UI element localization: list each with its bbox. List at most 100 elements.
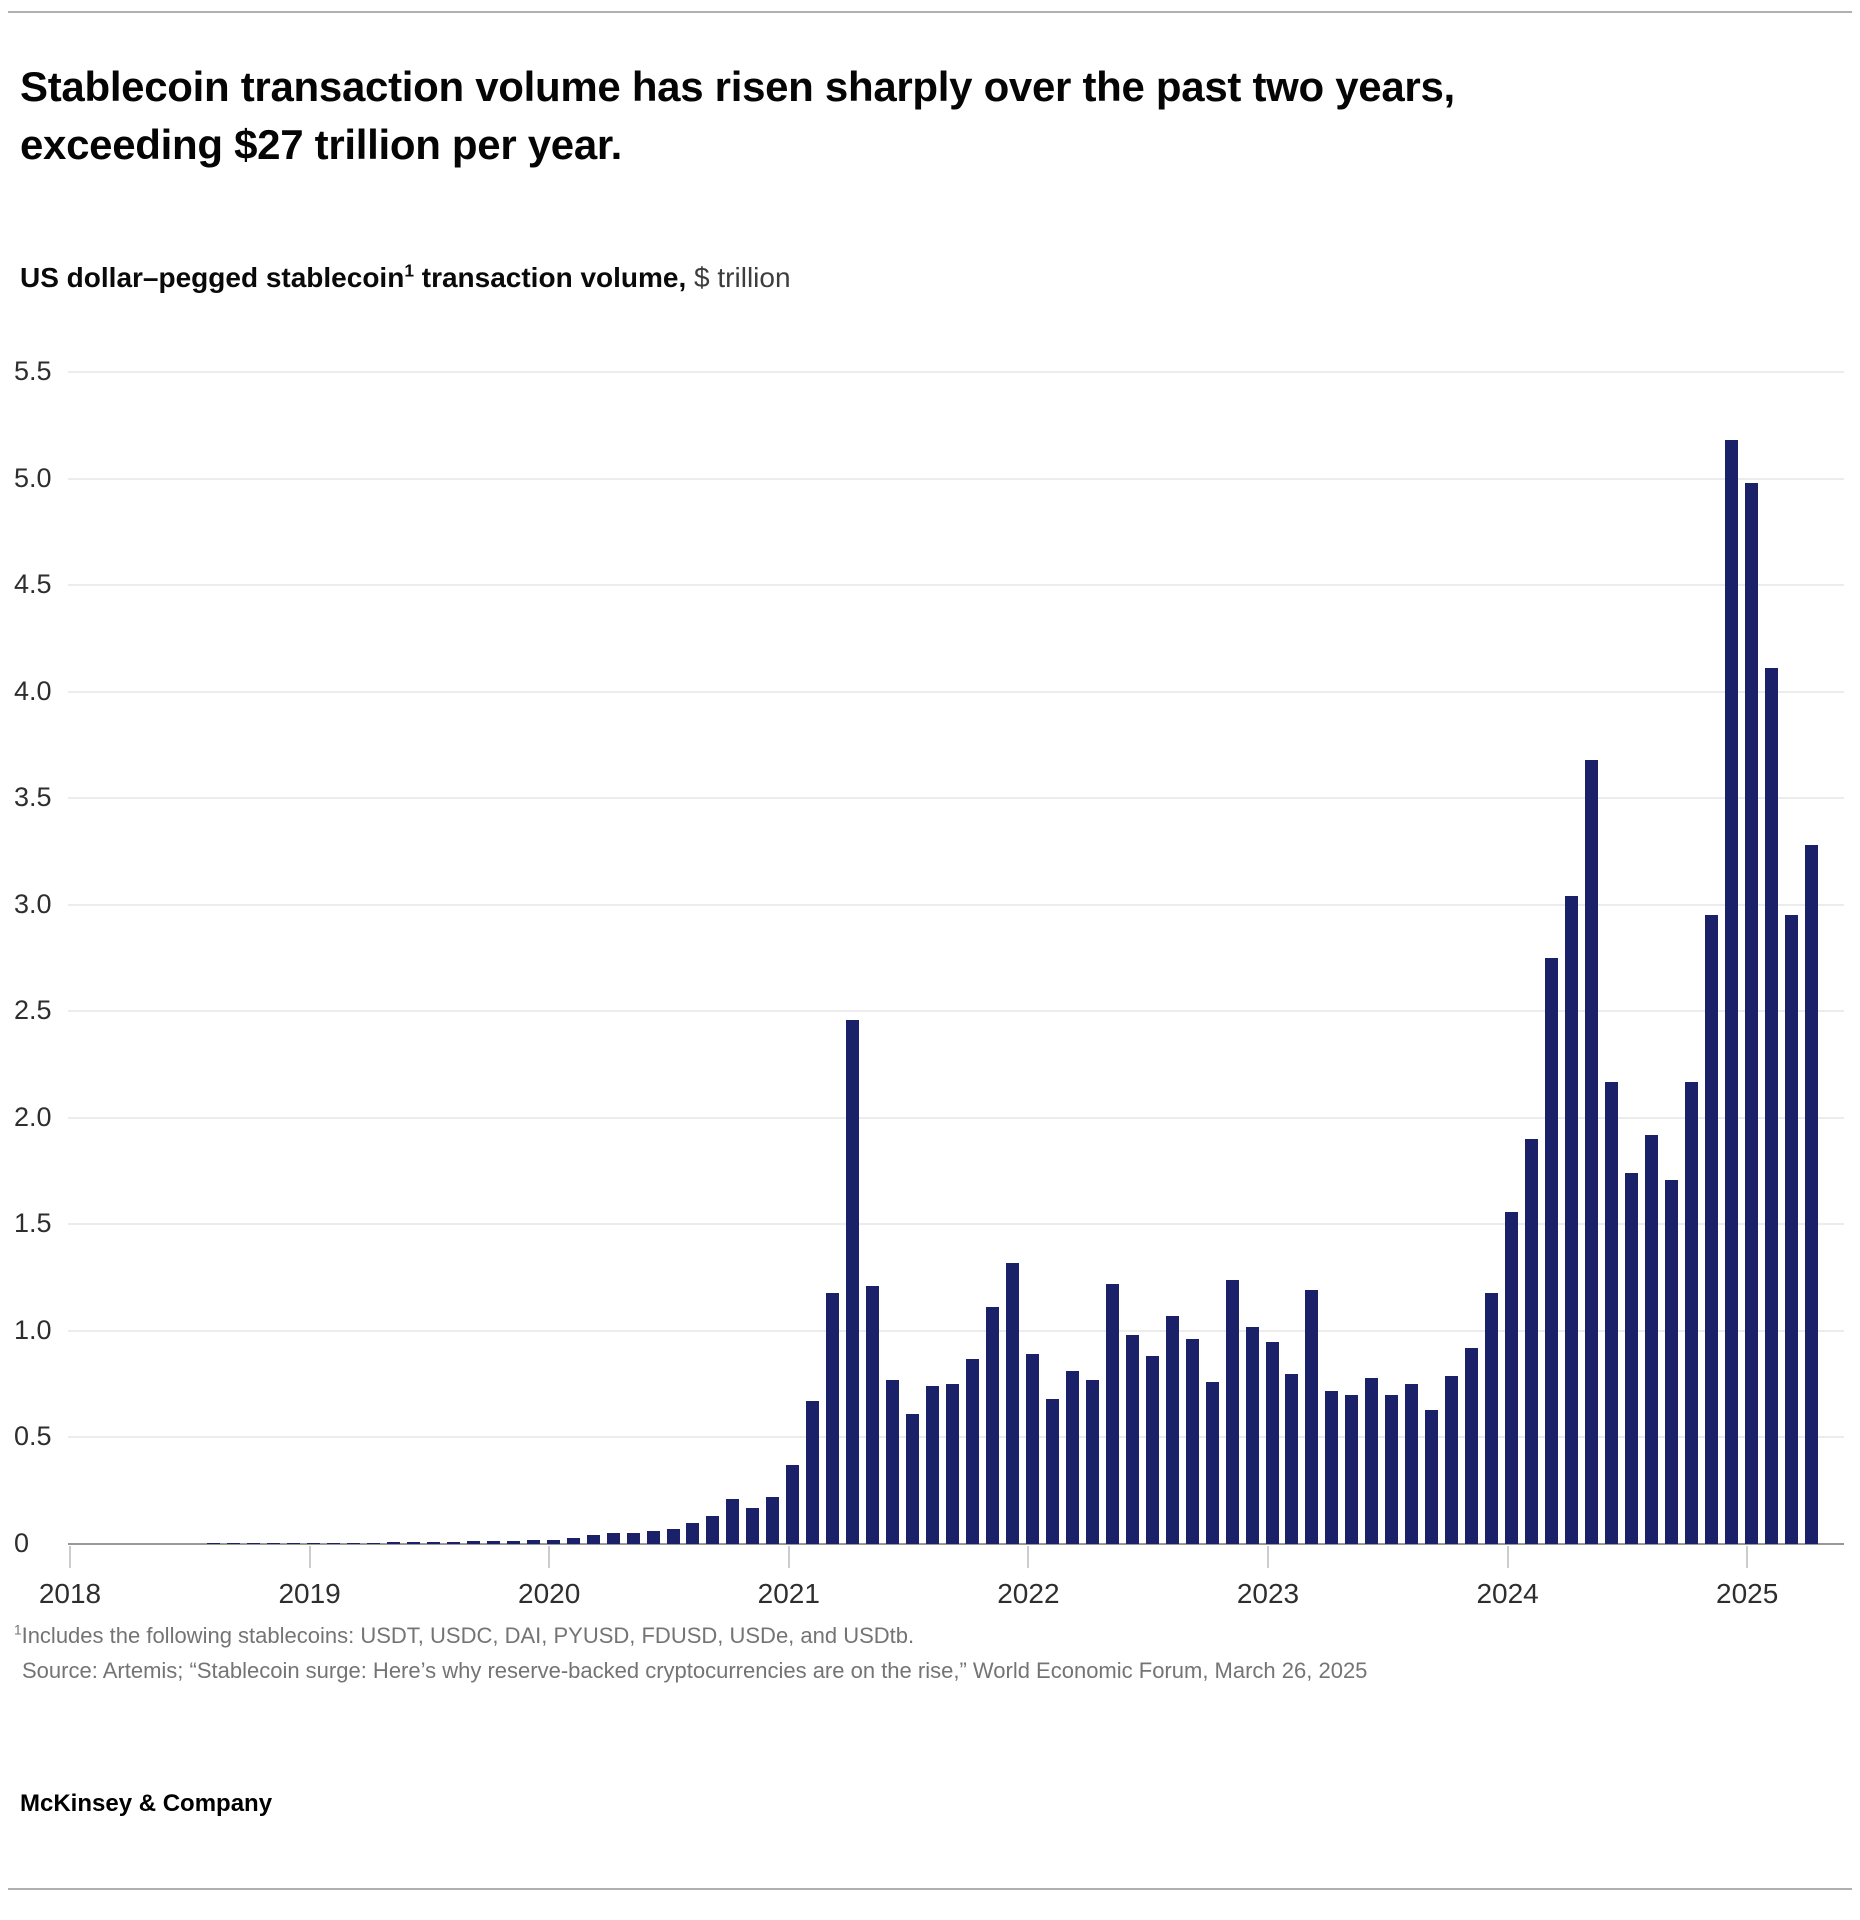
bar bbox=[1545, 958, 1559, 1544]
bar bbox=[1445, 1376, 1459, 1544]
bar bbox=[1285, 1374, 1299, 1544]
x-axis-year-label: 2018 bbox=[38, 1578, 102, 1609]
bar bbox=[786, 1465, 800, 1544]
bar bbox=[1085, 1380, 1099, 1544]
x-axis-tick bbox=[1746, 1546, 1749, 1568]
bar bbox=[1225, 1280, 1239, 1544]
bar bbox=[886, 1380, 900, 1544]
y-axis-tick-label: 3.0 bbox=[14, 888, 52, 919]
bar bbox=[426, 1542, 440, 1544]
chart-heading-bold: US dollar–pegged stablecoin bbox=[20, 262, 405, 293]
bar bbox=[1365, 1378, 1379, 1544]
bar bbox=[1604, 1082, 1618, 1544]
bar bbox=[1764, 668, 1778, 1544]
x-axis-tick bbox=[69, 1546, 71, 1568]
y-axis-tick-label: 0.5 bbox=[14, 1421, 52, 1452]
y-axis-tick-label: 4.5 bbox=[14, 569, 52, 600]
bar bbox=[1485, 1293, 1499, 1544]
bar bbox=[486, 1541, 500, 1544]
y-axis-tick-label: 4.0 bbox=[14, 675, 52, 706]
bar bbox=[1565, 896, 1578, 1544]
footnote-definition: 1Includes the following stablecoins: USD… bbox=[14, 1618, 1367, 1653]
y-axis-tick-label: 1.0 bbox=[14, 1314, 52, 1345]
bar bbox=[1325, 1391, 1339, 1544]
bar bbox=[1405, 1384, 1419, 1544]
page-title-line1: Stablecoin transaction volume has risen … bbox=[20, 63, 1455, 110]
bar bbox=[267, 1543, 281, 1544]
x-axis-baseline bbox=[68, 1543, 1844, 1545]
bar bbox=[1125, 1335, 1139, 1544]
bar bbox=[1624, 1173, 1638, 1544]
bar bbox=[1105, 1284, 1119, 1544]
footnotes: 1Includes the following stablecoins: USD… bbox=[14, 1618, 1367, 1688]
bar bbox=[906, 1414, 920, 1544]
bar bbox=[1465, 1348, 1479, 1544]
bar bbox=[566, 1538, 580, 1544]
bar bbox=[1704, 915, 1718, 1544]
bar bbox=[1525, 1139, 1539, 1544]
bottom-divider-rule bbox=[8, 1888, 1852, 1890]
bar bbox=[666, 1529, 680, 1544]
bar bbox=[1265, 1342, 1279, 1544]
bar bbox=[526, 1540, 540, 1544]
chart-heading-unit: $ trillion bbox=[686, 262, 791, 293]
bar bbox=[846, 1020, 860, 1544]
gridline bbox=[68, 1436, 1844, 1439]
bar bbox=[406, 1542, 420, 1544]
bar bbox=[386, 1542, 400, 1544]
bar bbox=[207, 1543, 221, 1544]
footnote-definition-text: Includes the following stablecoins: USDT… bbox=[21, 1623, 915, 1648]
x-axis-year-label: 2022 bbox=[997, 1578, 1060, 1609]
gridline bbox=[68, 584, 1844, 587]
x-axis-year-label: 2024 bbox=[1476, 1578, 1539, 1609]
bar bbox=[367, 1543, 380, 1544]
bar bbox=[646, 1531, 660, 1544]
bar bbox=[606, 1533, 620, 1544]
x-axis-year-label: 2025 bbox=[1716, 1578, 1779, 1609]
y-axis-tick-label: 0 bbox=[14, 1528, 30, 1558]
page-title-line2: exceeding $27 trillion per year. bbox=[20, 121, 623, 168]
bar bbox=[1205, 1382, 1219, 1544]
bar bbox=[866, 1286, 880, 1544]
top-divider-rule bbox=[8, 11, 1852, 13]
bar bbox=[1804, 845, 1818, 1544]
x-axis-tick bbox=[308, 1546, 311, 1568]
mckinsey-logo-text: McKinsey & Company bbox=[20, 1790, 273, 1817]
gridline bbox=[68, 477, 1844, 480]
gridline bbox=[68, 903, 1844, 906]
chart-heading-bold-post: transaction volume, bbox=[413, 262, 687, 293]
bar bbox=[926, 1386, 940, 1544]
bar bbox=[766, 1497, 780, 1544]
bar bbox=[1185, 1339, 1199, 1544]
bar bbox=[446, 1542, 460, 1544]
y-axis-tick-label: 3.5 bbox=[14, 782, 52, 813]
bar bbox=[826, 1293, 840, 1544]
bar bbox=[726, 1499, 740, 1544]
bar bbox=[1644, 1135, 1658, 1544]
bar bbox=[1584, 760, 1598, 1544]
bar bbox=[706, 1516, 720, 1544]
page-title: Stablecoin transaction volume has risen … bbox=[20, 58, 1560, 174]
bar bbox=[247, 1543, 261, 1544]
gridline bbox=[68, 1010, 1844, 1013]
bar bbox=[946, 1384, 960, 1544]
bar bbox=[1165, 1316, 1179, 1544]
y-axis-tick-label: 2.5 bbox=[14, 995, 52, 1026]
x-axis-tick bbox=[1027, 1546, 1030, 1568]
x-axis-tick bbox=[548, 1546, 551, 1568]
bar bbox=[966, 1359, 979, 1544]
bar bbox=[307, 1543, 321, 1544]
x-axis-year-label: 2019 bbox=[278, 1578, 341, 1609]
gridline bbox=[68, 1329, 1844, 1332]
bar bbox=[1385, 1395, 1399, 1544]
bar bbox=[1664, 1180, 1678, 1544]
bar bbox=[1505, 1212, 1519, 1544]
bar bbox=[287, 1543, 301, 1544]
bar bbox=[746, 1508, 760, 1544]
bar bbox=[327, 1543, 341, 1544]
y-axis-tick-label: 5.5 bbox=[14, 355, 52, 386]
bar bbox=[1744, 483, 1758, 1544]
x-axis-tick bbox=[1506, 1546, 1509, 1568]
bar bbox=[227, 1543, 241, 1544]
bar bbox=[1305, 1290, 1319, 1544]
